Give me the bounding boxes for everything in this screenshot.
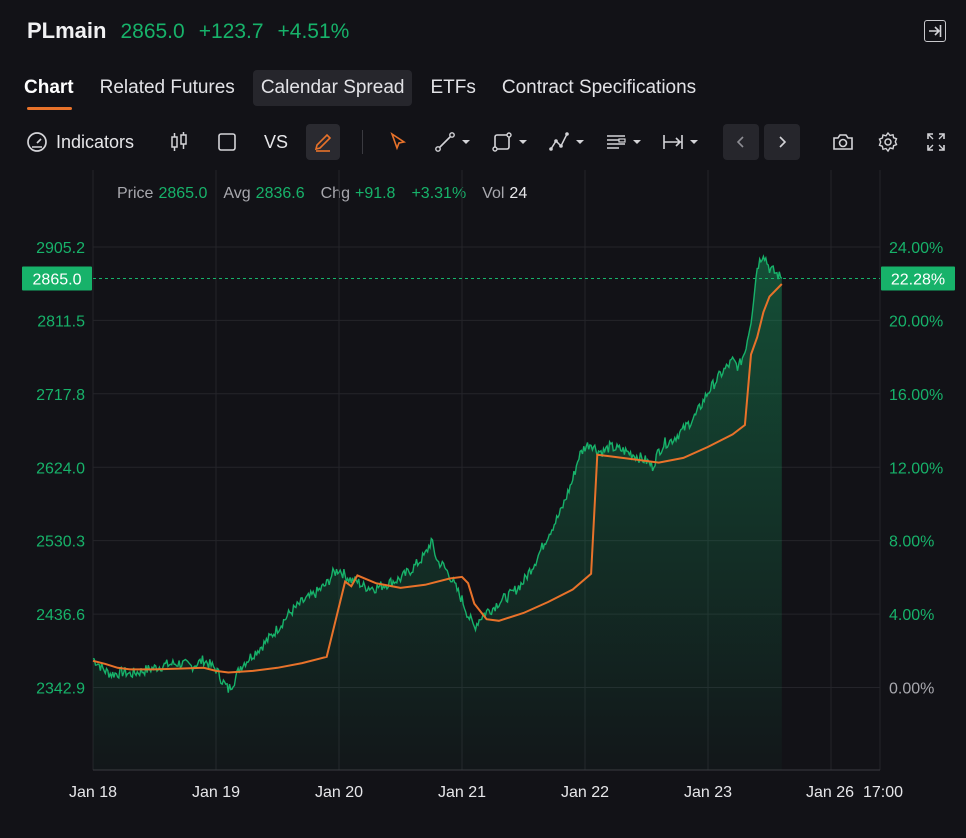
x-tick-label: Jan 23 (684, 784, 732, 801)
indicators-button[interactable]: Indicators (26, 124, 134, 160)
x-tick-label: Jan 22 (561, 784, 609, 801)
line-tool-icon[interactable] (430, 124, 474, 160)
y-tick-label-left: 2717.8 (36, 387, 85, 404)
tab-related-futures[interactable]: Related Futures (99, 77, 235, 98)
price-chart[interactable]: 2905.2 2811.5 2717.8 2624.0 2530.3 2436.6 2342… (0, 170, 966, 810)
y-tick-label-left: 2530.3 (36, 534, 85, 551)
legend-chg-label: Chg (320, 185, 350, 202)
chart-legend: Price 2865.0 Avg 2836.6 Chg +91.8 +3.31%… (117, 185, 527, 203)
square-icon[interactable] (214, 124, 240, 160)
camera-icon[interactable] (830, 124, 856, 160)
price-change-pct: +4.51% (277, 20, 350, 43)
exit-icon[interactable] (924, 20, 946, 42)
x-tick-label: 17:00 (863, 784, 903, 801)
current-pct-badge (881, 266, 955, 291)
current-pct-label: 22.28% (891, 271, 945, 288)
chart-axes: 2905.2 2811.5 2717.8 2624.0 2530.3 2436.6 2342… (22, 240, 955, 801)
toolbar-divider (362, 130, 363, 154)
legend-price-label: Price (117, 185, 154, 202)
indicators-label: Indicators (56, 131, 135, 152)
chart-toolbar: Indicators VS (0, 124, 966, 160)
y-tick-label-right: 8.00% (889, 534, 934, 551)
series-line-price (92, 254, 783, 693)
current-price-label: 2865.0 (33, 271, 82, 288)
pattern-tool-icon[interactable] (544, 124, 588, 160)
gear-icon[interactable] (875, 124, 901, 160)
y-tick-label-right: 4.00% (889, 607, 934, 624)
gauge-icon (27, 132, 47, 152)
chevron-right-icon[interactable] (764, 124, 800, 160)
y-tick-label-left: 2342.9 (36, 680, 85, 697)
x-tick-label: Jan 21 (438, 784, 486, 801)
symbol-name: PLmain (27, 18, 107, 43)
legend-chg-value: +91.8 (354, 185, 396, 202)
legend-price-value: 2865.0 (158, 185, 208, 202)
tab-etfs[interactable]: ETFs (430, 77, 476, 98)
legend-avg-label: Avg (223, 185, 251, 202)
y-tick-label-right: 0.00% (889, 680, 934, 697)
symbol-header: PLmain 2865.0 +123.7 +4.51% (27, 18, 349, 46)
chevron-down-icon (461, 140, 470, 144)
legend-chg-pct: +3.31% (411, 185, 467, 202)
chevron-down-icon (518, 140, 527, 144)
tab-calendar-spread[interactable]: Calendar Spread (252, 70, 413, 106)
y-tick-label-right: 24.00% (889, 240, 943, 257)
price-area-fill (93, 256, 782, 770)
fullscreen-icon[interactable] (924, 124, 948, 160)
y-tick-label-right: 12.00% (889, 460, 943, 477)
compare-button[interactable]: VS (262, 124, 290, 160)
chart-marks (92, 254, 880, 770)
cursor-icon[interactable] (387, 124, 409, 160)
x-tick-label: Jan 18 (69, 784, 117, 801)
chevron-down-icon (689, 140, 698, 144)
y-tick-label-left: 2624.0 (36, 460, 85, 477)
rectangle-tool-icon[interactable] (487, 124, 531, 160)
legend-vol-value: 24 (509, 185, 528, 202)
y-tick-label-right: 20.00% (889, 313, 943, 330)
last-price: 2865.0 (120, 20, 185, 43)
x-tick-label: Jan 19 (192, 784, 240, 801)
chevron-down-icon (632, 140, 641, 144)
tab-contract-specifications[interactable]: Contract Specifications (501, 77, 697, 98)
legend-avg-value: 2836.6 (255, 185, 305, 202)
chevron-left-icon[interactable] (723, 124, 759, 160)
current-price-badge (22, 266, 92, 291)
x-tick-label: Jan 20 (315, 784, 363, 801)
pencil-icon[interactable] (306, 124, 340, 160)
y-tick-label-left: 2811.5 (37, 313, 85, 330)
vs-label: VS (263, 131, 288, 152)
y-tick-label-left: 2436.6 (36, 607, 85, 624)
y-tick-label-right: 16.00% (889, 387, 943, 404)
chevron-down-icon (575, 140, 584, 144)
tab-bar: Chart Related Futures Calendar Spread ET… (16, 70, 704, 110)
candlestick-icon[interactable] (166, 124, 192, 160)
tab-chart[interactable]: Chart (16, 70, 82, 110)
measure-tool-icon[interactable] (658, 124, 702, 160)
series-line-avg (92, 283, 783, 674)
x-tick-label: Jan 26 (806, 784, 854, 801)
price-change: +123.7 (198, 20, 264, 43)
y-tick-label-left: 2905.2 (36, 240, 85, 257)
legend-vol-label: Vol (482, 185, 505, 202)
text-tool-icon[interactable] (601, 124, 645, 160)
